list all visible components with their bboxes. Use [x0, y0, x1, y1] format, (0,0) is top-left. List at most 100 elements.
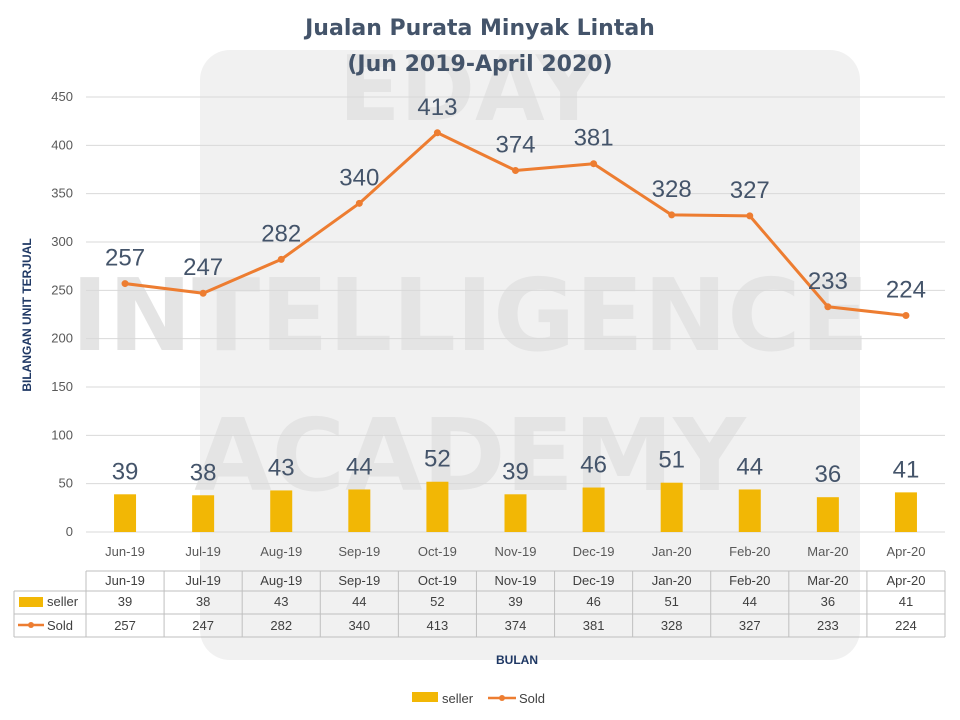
line-data-label: 247 — [183, 254, 223, 281]
table-header-cell: Jun-19 — [105, 573, 145, 588]
line-data-label: 413 — [417, 94, 457, 121]
y-tick-label: 300 — [51, 234, 73, 249]
line-data-label: 257 — [105, 245, 145, 272]
sold-point — [277, 255, 285, 263]
line-data-label: 374 — [495, 131, 535, 158]
table-cell: 44 — [743, 594, 757, 609]
legend: seller Sold — [412, 691, 545, 706]
bar — [738, 489, 761, 532]
table-row-label: seller — [47, 594, 79, 609]
bar — [894, 492, 917, 532]
legend-label: Sold — [519, 691, 545, 706]
bar-data-label: 41 — [893, 456, 920, 483]
table-cell: 233 — [817, 618, 839, 633]
y-tick-label: 200 — [51, 331, 73, 346]
y-tick-label: 350 — [51, 186, 73, 201]
x-tick-label: Dec-19 — [573, 544, 615, 559]
y-axis-title: BILANGAN UNIT TERJUAL — [20, 238, 34, 391]
chart-subtitle: (Jun 2019-April 2020) — [347, 52, 612, 77]
x-tick-label: Jan-20 — [652, 544, 692, 559]
table-cell: 282 — [270, 618, 292, 633]
x-tick-label: Sep-19 — [338, 544, 380, 559]
sold-point — [433, 129, 441, 137]
bar — [582, 487, 605, 532]
x-tick-label: Feb-20 — [729, 544, 770, 559]
table-cell: 328 — [661, 618, 683, 633]
table-cell: 257 — [114, 618, 136, 633]
y-tick-label: 450 — [51, 89, 73, 104]
bars — [114, 481, 917, 532]
bar-data-label: 51 — [658, 447, 685, 474]
table-header-cell: Jan-20 — [652, 573, 692, 588]
table-cell: 224 — [895, 618, 917, 633]
line-labels: 257 247 282 340 413 374 381 328 327 233 224 — [105, 94, 926, 304]
table-cell: 340 — [348, 618, 370, 633]
bar-data-label: 52 — [424, 446, 451, 473]
table-header-cell: Aug-19 — [260, 573, 302, 588]
x-tick-label: Aug-19 — [260, 544, 302, 559]
line-data-label: 340 — [339, 164, 379, 191]
y-tick-label: 100 — [51, 427, 73, 442]
sold-point — [824, 303, 832, 311]
y-tick-labels: 0 50 100 150 200 250 300 350 400 450 — [51, 89, 73, 539]
table-header-cell: Dec-19 — [573, 573, 615, 588]
table-cell: 43 — [274, 594, 288, 609]
legend-label: seller — [442, 691, 474, 706]
sold-point — [902, 311, 910, 319]
bar-data-label: 39 — [502, 458, 529, 485]
y-tick-label: 400 — [51, 137, 73, 152]
bar — [426, 481, 449, 532]
x-tick-label: Jul-19 — [185, 544, 220, 559]
table-cell: 41 — [899, 594, 913, 609]
bar-data-label: 39 — [112, 458, 139, 485]
bar-data-label: 36 — [815, 461, 842, 488]
table-cell: 39 — [118, 594, 132, 609]
bar — [192, 495, 215, 532]
watermark-line1: EDAY — [339, 37, 603, 142]
table-cell: 51 — [664, 594, 678, 609]
bar — [660, 482, 683, 532]
y-tick-label: 0 — [66, 524, 73, 539]
line-data-label: 233 — [808, 268, 848, 295]
table-cell: 36 — [821, 594, 835, 609]
bar — [270, 490, 293, 532]
table-cell: 46 — [586, 594, 600, 609]
x-tick-label: Jun-19 — [105, 544, 145, 559]
y-tick-label: 50 — [59, 476, 73, 491]
bar-data-label: 44 — [346, 453, 373, 480]
table-cell: 38 — [196, 594, 210, 609]
y-tick-label: 250 — [51, 282, 73, 297]
table-header-cell: Jul-19 — [185, 573, 220, 588]
sold-point — [668, 211, 676, 219]
watermark-line2: INTELLIGENCE — [71, 257, 869, 374]
table-cell: 44 — [352, 594, 366, 609]
bar — [816, 497, 839, 532]
legend-marker-sold — [499, 695, 505, 701]
table-cell: 327 — [739, 618, 761, 633]
sold-point — [121, 280, 129, 288]
bar-data-label: 38 — [190, 459, 217, 486]
table-key-sold-marker — [28, 622, 34, 628]
bar-data-label: 43 — [268, 454, 295, 481]
bar-labels: 39 38 43 44 52 39 46 51 44 36 41 — [112, 446, 920, 488]
table-cell: 413 — [427, 618, 449, 633]
chart-title: Jualan Purata Minyak Lintah — [303, 16, 655, 41]
x-axis-title: BULAN — [496, 653, 538, 667]
table-cell: 52 — [430, 594, 444, 609]
sold-point — [355, 199, 363, 207]
bar — [504, 494, 527, 532]
table-header-cell: Apr-20 — [886, 573, 925, 588]
sold-point — [199, 289, 207, 297]
line-data-label: 327 — [730, 177, 770, 204]
table-row-label: Sold — [47, 618, 73, 633]
table-header-cell: Mar-20 — [807, 573, 848, 588]
line-data-label: 328 — [652, 176, 692, 203]
x-tick-label: Apr-20 — [886, 544, 925, 559]
sold-point — [590, 160, 598, 168]
line-data-label: 224 — [886, 276, 926, 303]
bar-data-label: 44 — [736, 453, 763, 480]
bar — [114, 494, 137, 532]
y-tick-label: 150 — [51, 379, 73, 394]
watermark: EDAY INTELLIGENCE ACADEMY — [71, 37, 869, 660]
